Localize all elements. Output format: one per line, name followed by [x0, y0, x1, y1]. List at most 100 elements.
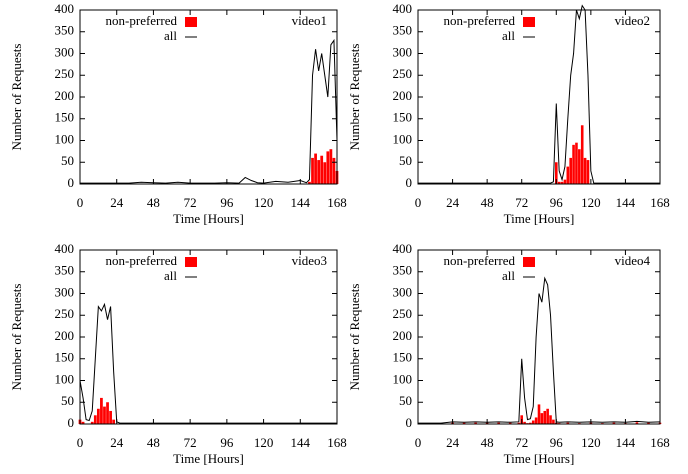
y-tick-label: 0 — [406, 415, 413, 430]
bar — [474, 422, 477, 424]
bar — [517, 422, 521, 424]
x-tick-label: 96 — [220, 195, 234, 210]
bar — [529, 422, 532, 424]
bar — [329, 149, 333, 184]
bar — [566, 422, 570, 424]
bar — [560, 181, 564, 184]
bar — [583, 157, 587, 184]
y-tick-label: 50 — [399, 153, 412, 168]
bar — [523, 421, 526, 424]
bar — [314, 153, 317, 184]
legend-label: non-preferred — [444, 253, 516, 268]
bar — [531, 420, 535, 424]
bar — [549, 415, 552, 424]
bar — [635, 422, 639, 424]
x-tick-label: 48 — [481, 435, 494, 450]
y-tick-label: 50 — [61, 153, 74, 168]
panel-title: video1 — [292, 13, 327, 28]
bar — [586, 160, 590, 184]
panel-title: video2 — [615, 13, 650, 28]
y-tick-label: 300 — [55, 44, 75, 59]
x-axis-label: Time [Hours] — [504, 451, 575, 466]
bar — [569, 157, 572, 184]
bar — [103, 406, 106, 424]
bar — [93, 415, 97, 424]
x-tick-label: 120 — [581, 435, 601, 450]
bar — [308, 181, 311, 184]
y-tick-label: 100 — [393, 131, 413, 146]
plot-frame — [79, 9, 338, 185]
y-tick-label: 50 — [399, 393, 412, 408]
x-tick-label: 0 — [77, 435, 84, 450]
y-tick-label: 150 — [393, 110, 413, 125]
line — [418, 276, 661, 424]
plot-frame — [79, 249, 338, 425]
x-tick-label: 168 — [650, 435, 670, 450]
x-tick-label: 96 — [220, 435, 234, 450]
legend-label: all — [164, 28, 177, 43]
y-tick-label: 400 — [55, 241, 75, 256]
legend-swatch — [185, 257, 197, 267]
x-tick-label: 168 — [650, 195, 670, 210]
bar — [552, 419, 555, 424]
x-tick-label: 120 — [254, 435, 274, 450]
x-tick-label: 72 — [515, 195, 528, 210]
bar — [320, 155, 324, 184]
y-tick-label: 200 — [55, 328, 75, 343]
plot-frame — [417, 9, 661, 185]
panel-title: video4 — [615, 253, 651, 268]
bar — [106, 402, 109, 424]
bar — [96, 408, 100, 424]
legend-swatch — [185, 17, 197, 27]
bar — [326, 151, 330, 184]
legend-swatch — [523, 17, 535, 27]
x-tick-label: 48 — [481, 195, 494, 210]
y-tick-label: 150 — [55, 350, 75, 365]
x-tick-label: 48 — [147, 435, 160, 450]
line — [80, 38, 338, 184]
bar — [81, 421, 85, 424]
y-tick-label: 150 — [393, 350, 413, 365]
y-tick-label: 300 — [55, 284, 75, 299]
bar — [566, 166, 570, 184]
y-tick-label: 400 — [393, 241, 413, 256]
y-tick-label: 300 — [393, 44, 413, 59]
x-tick-label: 96 — [550, 435, 564, 450]
y-tick-label: 250 — [393, 306, 413, 321]
bar — [580, 125, 584, 184]
x-tick-label: 144 — [616, 435, 636, 450]
y-tick-label: 400 — [55, 1, 75, 16]
x-tick-label: 72 — [515, 435, 528, 450]
x-tick-label: 120 — [254, 195, 274, 210]
y-tick-label: 50 — [61, 393, 74, 408]
bar — [578, 149, 581, 184]
y-tick-label: 400 — [393, 1, 413, 16]
line — [79, 302, 337, 424]
x-tick-label: 144 — [616, 195, 636, 210]
legend-label: non-preferred — [106, 13, 178, 28]
bar — [612, 422, 616, 424]
x-tick-label: 48 — [147, 195, 160, 210]
legend-label: all — [502, 28, 515, 43]
x-tick-label: 0 — [415, 195, 422, 210]
y-tick-label: 350 — [393, 263, 413, 278]
bar — [546, 408, 549, 424]
y-tick-label: 0 — [68, 415, 75, 430]
x-tick-label: 24 — [110, 435, 124, 450]
bar — [109, 410, 112, 424]
bar — [100, 397, 103, 424]
legend-label: non-preferred — [106, 253, 178, 268]
bar — [323, 162, 327, 184]
bar — [462, 422, 466, 424]
x-tick-label: 96 — [550, 195, 564, 210]
bar — [647, 422, 650, 424]
bar — [534, 417, 538, 424]
y-tick-label: 0 — [406, 175, 413, 190]
y-tick-label: 250 — [55, 306, 75, 321]
y-tick-label: 200 — [393, 328, 413, 343]
x-axis-label: Time [Hours] — [173, 451, 244, 466]
bar — [572, 144, 575, 184]
panel-title: video3 — [292, 253, 327, 268]
bar — [540, 413, 544, 424]
x-tick-label: 120 — [581, 195, 601, 210]
